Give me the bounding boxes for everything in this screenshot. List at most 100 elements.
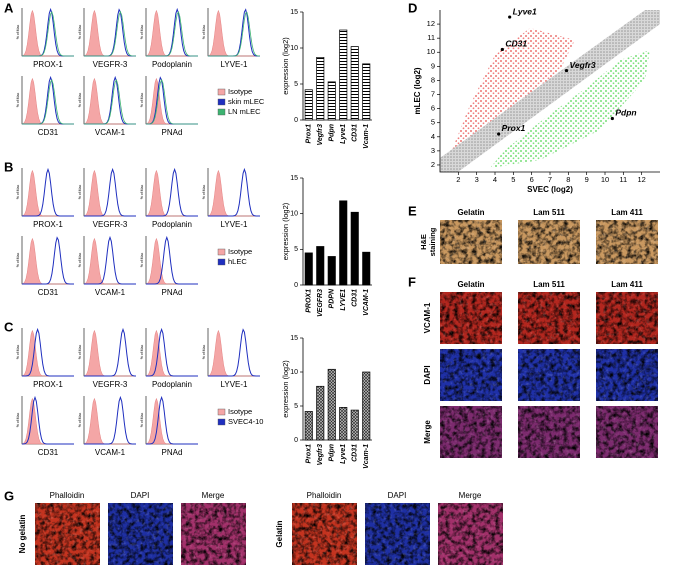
x-tick-label: 3 (475, 175, 479, 184)
x-tick-label: Vegfr3 (317, 124, 324, 146)
column-label: Lam 411 (611, 208, 643, 217)
bar (316, 385, 325, 441)
fluorescence-image-highlight (438, 503, 503, 565)
marker-label: PNAd (162, 448, 183, 457)
row-label: No gelatin (18, 515, 27, 554)
y-axis-label: % of Max (16, 92, 20, 107)
panel-letter: E (408, 203, 417, 218)
isotype-histogram (145, 169, 198, 217)
marker-label: LYVE-1 (221, 60, 249, 69)
fluorescence-image-highlight (440, 349, 502, 401)
isotype-histogram (21, 397, 74, 445)
fluorescence-image-highlight (181, 503, 246, 565)
y-axis-label: % of Max (140, 24, 144, 39)
marker-label: PROX-1 (33, 60, 63, 69)
point-label: Pdpn (615, 108, 636, 118)
x-tick-label: 6 (530, 175, 534, 184)
axis-line (302, 338, 372, 441)
y-tick-label: 9 (431, 61, 435, 70)
sample-histogram (22, 79, 74, 125)
isotype-histogram (83, 397, 136, 445)
x-tick-label: CD31 (352, 124, 359, 142)
legend-swatch (217, 248, 226, 256)
legend-label: Isotype (228, 247, 252, 256)
sample-histogram (22, 11, 74, 57)
legend-swatch (217, 258, 226, 266)
labeled-point (500, 47, 504, 52)
fluorescence-image-highlight (596, 406, 658, 458)
fluorescence-image-highlight (518, 349, 580, 401)
y-axis-label: % of Max (140, 344, 144, 359)
sample-histogram (208, 328, 260, 377)
x-tick-label: VEGFR3 (317, 289, 324, 317)
y-axis-label: % of Max (202, 24, 206, 39)
fluorescence-image-highlight (440, 292, 502, 344)
y-axis-label: % of Max (78, 252, 82, 267)
labeled-point (497, 132, 501, 136)
y-tick-label: 0 (294, 437, 298, 444)
x-tick-label: 2 (456, 175, 460, 184)
y-tick-label: 0 (294, 282, 298, 289)
sample-histogram (84, 327, 136, 377)
marker-label: LYVE-1 (221, 380, 249, 389)
y-tick-label: 12 (427, 19, 435, 28)
legend-label: Isotype (228, 407, 252, 416)
marker-label: LYVE-1 (221, 220, 249, 229)
fluorescence-image-highlight (108, 503, 173, 565)
y-tick-label: 2 (431, 160, 435, 169)
point-label: Prox1 (502, 123, 526, 133)
fluorescence-image-highlight (596, 292, 658, 344)
marker-label: CD31 (38, 128, 59, 137)
column-label: Phalloidin (307, 491, 342, 500)
bar (350, 46, 359, 121)
y-tick-label: 4 (431, 132, 435, 141)
sample-histogram (22, 236, 74, 285)
isotype-histogram (207, 169, 260, 217)
x-tick-label: Vcam-1 (363, 444, 370, 469)
he-image-highlight (440, 220, 502, 264)
y-axis-label: expression (log2) (281, 37, 290, 95)
isotype-histogram (207, 9, 260, 57)
marker-label: PROX-1 (33, 380, 63, 389)
y-axis-label: % of Max (140, 184, 144, 199)
bar (339, 29, 348, 121)
x-tick-label: Vegfr3 (317, 444, 324, 466)
sample-histogram (208, 11, 261, 57)
legend-swatch (217, 408, 226, 416)
marker-label: Podoplanin (152, 60, 192, 69)
x-tick-label: 8 (566, 175, 570, 184)
point-label: CD31 (505, 39, 527, 49)
bar (350, 409, 359, 441)
row-label: DAPI (423, 365, 432, 384)
y-axis-label: % of Max (16, 412, 20, 427)
x-tick-label: Lyve1 (340, 124, 347, 144)
y-tick-label: 15 (290, 335, 298, 342)
sample-histogram (208, 167, 260, 217)
x-tick-label: Pdpn (329, 444, 336, 462)
bar (339, 200, 348, 286)
legend-label: Isotype (228, 87, 252, 96)
panel-letter: G (4, 488, 14, 503)
y-axis-label: % of Max (140, 92, 144, 107)
y-tick-label: 15 (290, 175, 298, 182)
marker-label: PNAd (162, 128, 183, 137)
fluorescence-image-highlight (365, 503, 430, 565)
sample-histogram (84, 10, 136, 57)
x-tick-label: 11 (619, 175, 627, 184)
marker-label: VCAM-1 (95, 128, 126, 137)
sample-histogram (84, 235, 136, 285)
y-tick-label: 5 (294, 403, 298, 410)
isotype-histogram (21, 329, 74, 377)
column-label: Lam 511 (533, 208, 565, 217)
isotype-histogram (21, 237, 74, 285)
fluorescence-image-highlight (292, 503, 357, 565)
y-axis-label: % of Max (78, 412, 82, 427)
bar (304, 411, 313, 441)
x-tick-label: Vcam-1 (363, 124, 370, 149)
sample-histogram (146, 78, 198, 125)
labeled-point (564, 68, 569, 73)
marker-label: VCAM-1 (95, 448, 126, 457)
y-axis-label: % of Max (78, 184, 82, 199)
isotype-histogram (145, 237, 198, 285)
point-label: Lyve1 (513, 6, 537, 16)
